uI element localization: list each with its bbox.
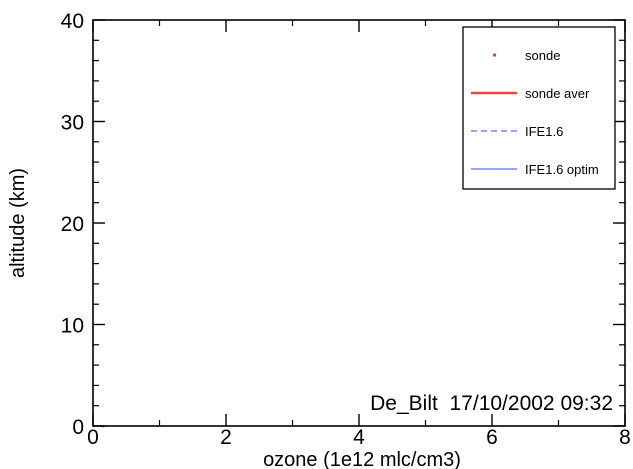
- legend: sonde sonde aver IFE1.6 IFE1.6 optim: [462, 26, 616, 190]
- station-date-annotation: De_Bilt 17/10/2002 09:32: [370, 392, 613, 415]
- legend-marker-sonde: [493, 53, 496, 57]
- y-tick-label: 30: [61, 112, 84, 135]
- y-tick-label: 20: [61, 213, 84, 236]
- y-tick-label: 0: [72, 416, 84, 439]
- x-tick-label: 4: [353, 426, 365, 449]
- x-tick-label: 2: [220, 426, 232, 449]
- legend-label-ife1-6: IFE1.6: [525, 124, 563, 139]
- y-tick-label: 40: [61, 10, 84, 33]
- legend-box: [462, 26, 616, 190]
- x-tick-label: 6: [486, 426, 498, 449]
- x-axis-label: ozone (1e12 mlc/cm3): [263, 449, 461, 469]
- x-tick-label: 0: [87, 426, 99, 449]
- legend-label-ife1-6-optim: IFE1.6 optim: [525, 162, 599, 177]
- y-axis-label: altitude (km): [7, 168, 29, 278]
- y-tick-label: 10: [61, 315, 84, 338]
- legend-label-sonde-aver: sonde aver: [525, 86, 590, 101]
- x-tick-label: 8: [619, 426, 631, 449]
- legend-label-sonde: sonde: [525, 48, 560, 63]
